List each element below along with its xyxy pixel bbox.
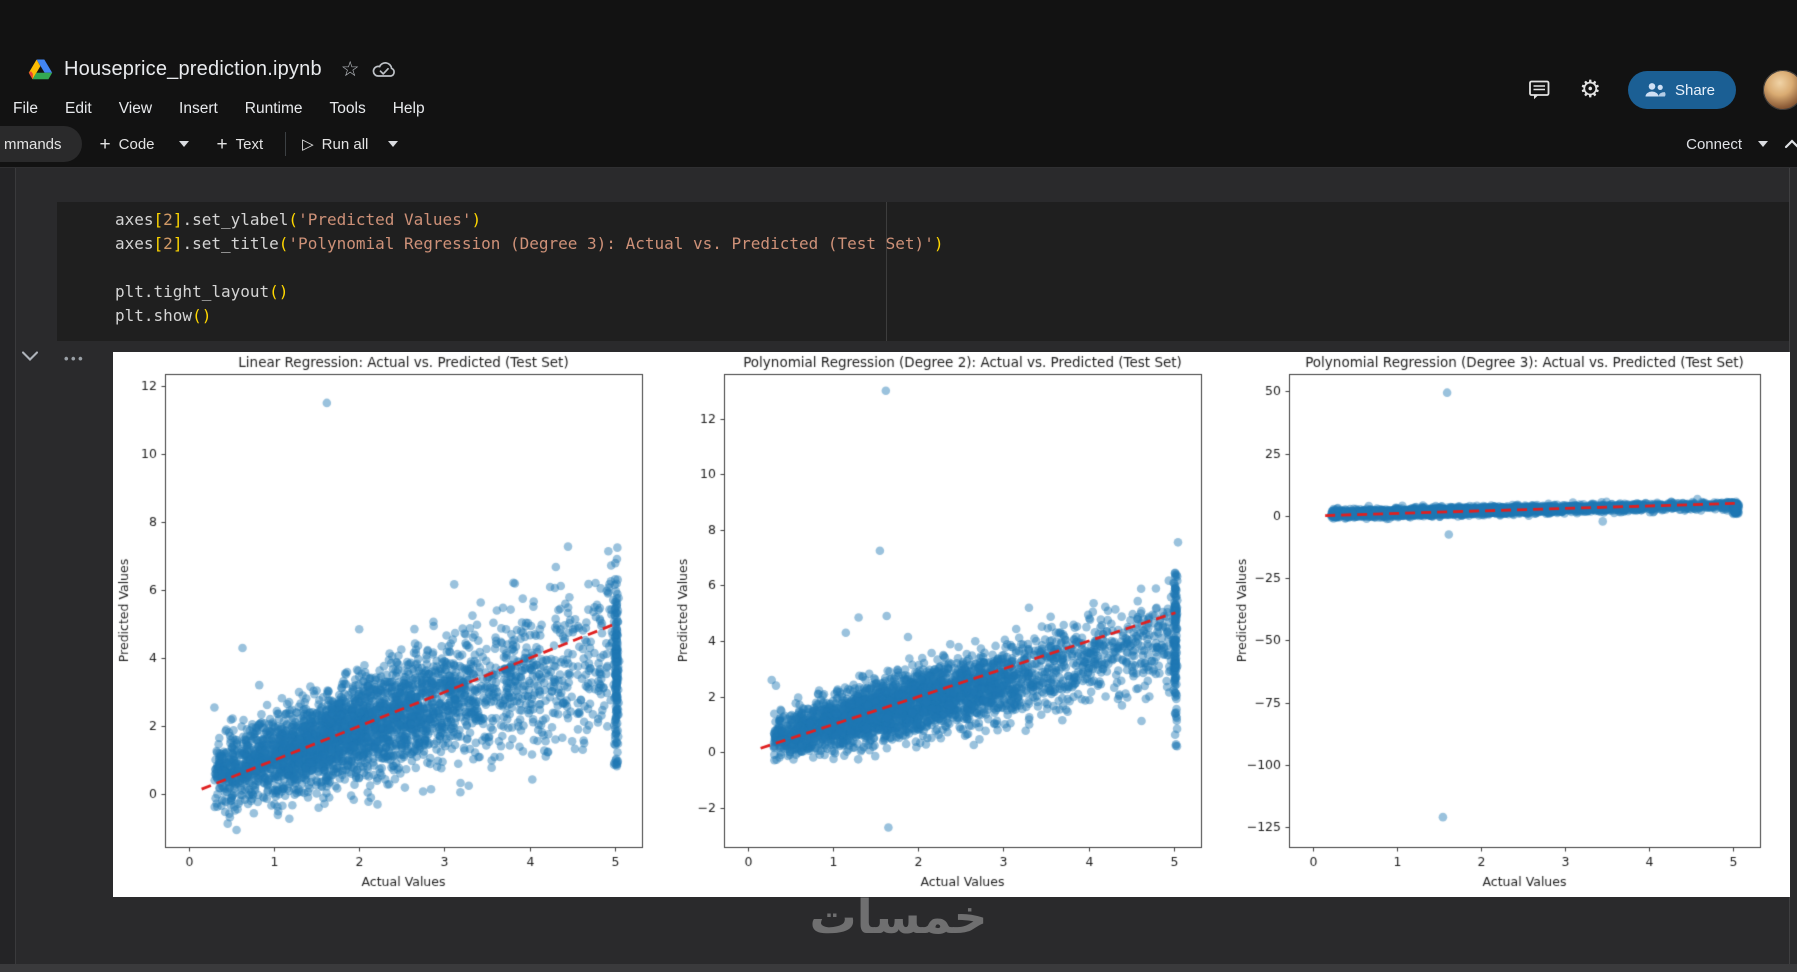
plus-icon: + <box>216 133 228 155</box>
toolbar-divider <box>285 132 287 156</box>
add-text-button[interactable]: + Text <box>217 135 264 154</box>
code-line: axes[2].set_ylabel('Predicted Values') <box>115 208 943 232</box>
code-token: .set_title <box>182 234 279 253</box>
play-icon: ▷ <box>302 135 314 153</box>
connect-caret-icon[interactable] <box>1758 141 1768 147</box>
share-people-icon <box>1644 81 1666 99</box>
code-token: ] <box>172 234 183 253</box>
code-token: [ <box>153 210 164 229</box>
plot-polynomial-degree-3 <box>1231 352 1790 897</box>
collapse-section-chevron-icon[interactable] <box>21 350 39 362</box>
menu-help[interactable]: Help <box>392 100 425 117</box>
menu-file[interactable]: File <box>13 100 38 117</box>
avatar[interactable] <box>1763 70 1797 110</box>
commands-button[interactable]: mmands <box>0 126 82 162</box>
code-token: 2 <box>163 210 173 229</box>
watermark: خمسات <box>809 890 988 945</box>
plus-icon: + <box>99 133 111 155</box>
menu-insert[interactable]: Insert <box>179 100 218 117</box>
connect-button[interactable]: Connect <box>1686 135 1742 153</box>
code-line: axes[2].set_title('Polynomial Regression… <box>115 232 943 256</box>
code-token: ) <box>933 234 944 253</box>
code-token: ] <box>172 210 183 229</box>
drive-logo-icon <box>28 58 53 81</box>
code-lines[interactable]: axes[2].set_ylabel('Predicted Values') ax… <box>115 208 943 328</box>
code-line <box>115 256 943 280</box>
left-rail <box>0 168 16 972</box>
menu-bar: File Edit View Insert Runtime Tools Help <box>13 100 425 118</box>
run-all-caret-icon[interactable] <box>388 141 399 147</box>
plot-polynomial-degree-2 <box>672 352 1231 897</box>
code-token: axes <box>115 234 154 253</box>
run-all-button[interactable]: ▷ Run all <box>302 136 368 153</box>
chevron-up-icon[interactable] <box>1784 138 1797 150</box>
comments-icon[interactable] <box>1527 78 1552 102</box>
add-code-caret-icon[interactable] <box>178 141 189 147</box>
menu-tools[interactable]: Tools <box>329 100 366 117</box>
code-token: plt.tight_layout <box>115 282 270 301</box>
share-label: Share <box>1674 81 1715 99</box>
toolbar-right: Connect <box>1686 136 1797 153</box>
app-header: Houseprice_prediction.ipynb ☆ File Edit … <box>0 0 1797 121</box>
cell-more-options-icon[interactable]: ••• <box>64 351 86 366</box>
add-code-button[interactable]: + Code <box>100 135 155 154</box>
code-token: ( <box>278 234 289 253</box>
code-line: plt.show() <box>115 304 943 328</box>
code-token: 2 <box>163 234 173 253</box>
brand-row: Houseprice_prediction.ipynb ☆ <box>28 58 398 81</box>
code-token: 'Polynomial Regression (Degree 3): Actua… <box>288 234 934 253</box>
menu-view[interactable]: View <box>118 100 153 117</box>
code-token: .set_ylabel <box>182 210 289 229</box>
cloud-saved-icon <box>371 59 398 80</box>
share-button[interactable]: Share <box>1627 71 1736 109</box>
code-token: ) <box>471 210 482 229</box>
code-token: 'Predicted Values' <box>298 210 472 229</box>
code-token: plt.show <box>115 306 193 325</box>
column-ruler <box>886 202 887 341</box>
plot-linear-regression <box>113 352 672 897</box>
code-token: () <box>269 282 289 301</box>
code-token: axes <box>115 210 154 229</box>
code-token: ( <box>288 210 299 229</box>
commands-label: mmands <box>4 135 62 153</box>
menu-edit[interactable]: Edit <box>64 100 92 117</box>
star-icon[interactable]: ☆ <box>340 58 360 81</box>
add-text-label: Text <box>235 135 264 153</box>
footer-strip <box>0 964 1797 972</box>
code-cell-editor[interactable]: axes[2].set_ylabel('Predicted Values') ax… <box>57 202 1789 341</box>
cell-output <box>113 352 1790 897</box>
run-all-label: Run all <box>321 135 369 153</box>
code-line: plt.tight_layout() <box>115 280 943 304</box>
add-code-label: Code <box>118 135 155 153</box>
menu-runtime[interactable]: Runtime <box>244 100 303 117</box>
code-token: [ <box>153 234 164 253</box>
notebook-content: axes[2].set_ylabel('Predicted Values') ax… <box>0 168 1797 972</box>
settings-gear-icon[interactable]: ⚙ <box>1579 76 1601 103</box>
notebook-title[interactable]: Houseprice_prediction.ipynb <box>64 58 322 80</box>
code-token: () <box>192 306 212 325</box>
notebook-toolbar: mmands + Code + Text ▷ Run all Connect <box>0 121 1797 168</box>
header-actions: ⚙ Share <box>1527 70 1797 110</box>
